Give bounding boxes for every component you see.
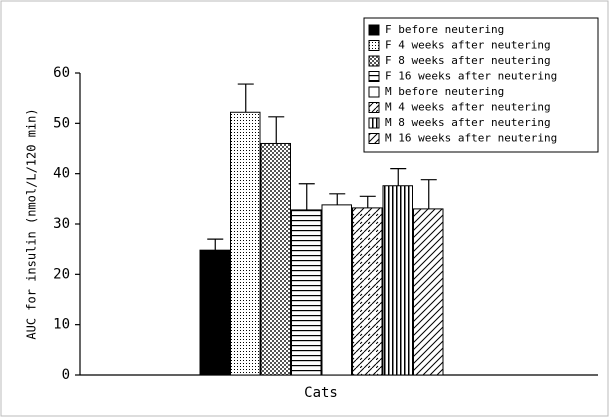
bar — [199, 249, 230, 376]
legend-swatch — [368, 102, 380, 113]
y-axis-label: AUC for insulin (nmol/L/120 min) — [25, 108, 39, 339]
error-bar — [207, 238, 224, 251]
y-tick-label: 20 — [53, 266, 70, 282]
legend-swatch — [368, 40, 380, 51]
y-tick-label: 60 — [53, 65, 70, 81]
y-tick-label: 50 — [53, 115, 70, 131]
legend-box — [363, 17, 599, 153]
y-tick-label: 0 — [62, 367, 70, 383]
legend-swatch — [368, 133, 380, 144]
error-bar — [237, 83, 254, 113]
bar — [230, 111, 261, 376]
error-bar — [420, 179, 437, 209]
error-bar — [390, 168, 407, 186]
legend-label: M 8 weeks after neutering — [385, 116, 551, 129]
bar — [321, 204, 352, 376]
bar — [413, 208, 444, 376]
y-tick-label: 10 — [53, 317, 70, 333]
error-bar — [359, 195, 376, 208]
legend-label: M before neutering — [385, 85, 504, 98]
y-tick-label: 40 — [53, 166, 70, 182]
legend-label: M 4 weeks after neutering — [385, 101, 551, 114]
bar — [260, 142, 291, 376]
bar — [382, 185, 413, 376]
legend-label: F 16 weeks after neutering — [385, 70, 557, 83]
x-axis-label: Cats — [304, 385, 338, 401]
legend-swatch — [368, 117, 380, 129]
bar — [291, 209, 322, 376]
legend-label: F 4 weeks after neutering — [385, 39, 551, 52]
error-bar — [329, 193, 346, 205]
legend-swatch — [368, 86, 380, 98]
legend-label: F before neutering — [385, 23, 504, 36]
error-bar — [268, 116, 285, 144]
error-bar — [298, 183, 315, 210]
legend-swatch — [368, 24, 380, 36]
legend-swatch — [368, 55, 380, 67]
legend-label: F 8 weeks after neutering — [385, 54, 551, 67]
y-tick-label: 30 — [53, 216, 70, 232]
legend-swatch — [368, 71, 380, 82]
legend-label: M 16 weeks after neutering — [385, 132, 557, 145]
bar — [352, 207, 383, 376]
